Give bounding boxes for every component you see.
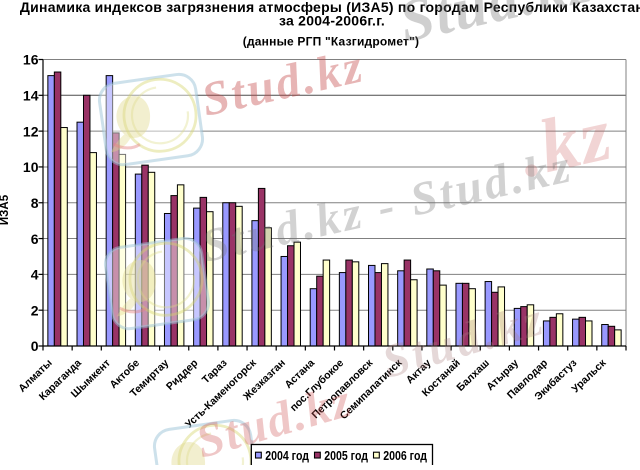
svg-text:ИЗА5: ИЗА5 [0, 194, 11, 225]
svg-text:8: 8 [31, 195, 39, 211]
svg-text:(данные РГП "Казгидромет"): (данные РГП "Казгидромет") [243, 35, 419, 49]
svg-text:0: 0 [31, 338, 39, 354]
svg-text:Динамика индексов загрязнения: Динамика индексов загрязнения атмосферы … [20, 0, 640, 15]
svg-text:за 2004-2006г.г.: за 2004-2006г.г. [279, 13, 385, 29]
svg-text:2006 год: 2006 год [383, 448, 427, 463]
svg-text:10: 10 [23, 159, 39, 175]
svg-text:2005 год: 2005 год [324, 448, 368, 463]
svg-text:6: 6 [31, 231, 39, 247]
svg-text:4: 4 [31, 267, 39, 283]
svg-text:2004 год: 2004 год [265, 448, 309, 463]
svg-text:12: 12 [23, 123, 39, 139]
svg-text:.kz: .kz [511, 92, 620, 194]
svg-text:16: 16 [23, 52, 39, 68]
svg-text:2: 2 [31, 302, 39, 318]
svg-text:14: 14 [23, 88, 39, 104]
